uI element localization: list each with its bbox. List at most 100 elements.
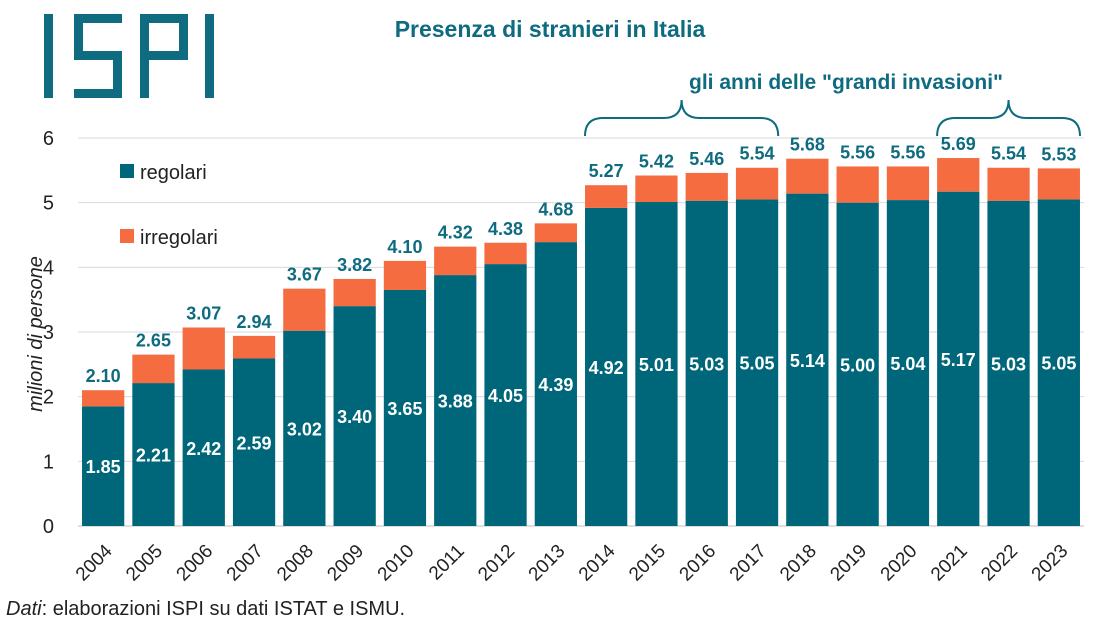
bar-irregolari <box>434 246 477 276</box>
x-tick-label: 2013 <box>525 541 570 586</box>
bar-irregolari <box>937 158 980 192</box>
x-tick-label: 2017 <box>726 541 771 586</box>
bar-irregolari <box>182 327 225 370</box>
annotation-brace <box>936 99 1081 137</box>
bar-irregolari <box>383 260 427 290</box>
bar-irregolari <box>484 242 527 265</box>
data-label-total: 5.54 <box>740 144 775 164</box>
bar-regolari <box>232 358 276 526</box>
bar-regolari <box>82 406 125 526</box>
source-text: : elaborazioni ISPI su dati ISTAT e ISMU… <box>41 598 406 620</box>
data-label-total: 3.82 <box>337 255 372 275</box>
bar-regolari <box>333 306 376 526</box>
data-label-regolari: 2.59 <box>237 433 272 453</box>
bar-irregolari <box>534 223 577 243</box>
annotation-brace <box>584 99 780 137</box>
legend-label-regolari: regolari <box>140 162 207 184</box>
ispi-logo <box>44 14 214 98</box>
data-label-total: 2.94 <box>237 312 272 332</box>
data-label-regolari: 5.14 <box>790 351 825 371</box>
bar-irregolari <box>786 158 829 194</box>
chart-title: Presenza di stranieri in Italia <box>394 16 706 42</box>
data-label-regolari: 3.88 <box>438 392 473 412</box>
data-label-total: 2.10 <box>86 366 121 386</box>
x-tick-label: 2009 <box>323 541 368 586</box>
data-label-total: 4.32 <box>438 223 473 243</box>
data-label-regolari: 5.01 <box>639 355 674 375</box>
data-label-total: 5.69 <box>941 134 976 154</box>
bar-irregolari <box>685 172 728 201</box>
source-note: Dati: elaborazioni ISPI su dati ISTAT e … <box>6 598 405 621</box>
y-tick-label: 3 <box>43 322 54 344</box>
bar-regolari <box>132 383 175 526</box>
y-tick-label: 4 <box>43 257 54 279</box>
bar-regolari <box>383 289 427 526</box>
bar-regolari <box>836 202 879 526</box>
bar-irregolari <box>82 390 125 407</box>
data-label-regolari: 4.92 <box>589 358 624 378</box>
data-label-regolari: 5.04 <box>890 354 925 374</box>
bar-irregolari <box>333 278 376 307</box>
bar-regolari <box>534 242 577 526</box>
data-label-total: 5.53 <box>1041 144 1076 164</box>
data-label-total: 3.67 <box>287 265 322 285</box>
y-tick-label: 1 <box>43 451 54 473</box>
data-label-regolari: 5.05 <box>1041 354 1076 374</box>
bar-regolari <box>484 264 527 526</box>
bar-irregolari <box>987 167 1030 201</box>
bar-regolari <box>886 200 930 526</box>
bar-regolari <box>434 275 477 526</box>
data-label-regolari: 5.05 <box>740 354 775 374</box>
y-tick-label: 0 <box>43 516 54 538</box>
x-tick-label: 2018 <box>776 541 821 586</box>
bar-regolari <box>585 207 628 526</box>
data-label-total: 4.38 <box>488 219 523 239</box>
data-label-total: 5.42 <box>639 152 674 172</box>
bar-irregolari <box>635 175 678 203</box>
y-tick-label: 2 <box>43 387 54 409</box>
bar-irregolari <box>836 166 879 203</box>
source-label: Dati <box>6 598 42 620</box>
bar-regolari <box>735 199 779 526</box>
data-label-regolari: 2.42 <box>186 439 221 459</box>
bar-irregolari <box>1037 168 1080 200</box>
bar-regolari <box>635 202 678 526</box>
data-label-total: 5.68 <box>790 135 825 155</box>
x-tick-label: 2023 <box>1028 541 1073 586</box>
bar-regolari <box>182 369 225 526</box>
data-label-total: 5.27 <box>589 161 624 181</box>
y-tick-label: 5 <box>43 193 54 215</box>
data-label-regolari: 1.85 <box>86 457 121 477</box>
bar-regolari <box>786 193 829 526</box>
x-tick-label: 2012 <box>474 541 519 586</box>
x-tick-label: 2010 <box>374 541 419 586</box>
x-tick-label: 2021 <box>927 541 972 586</box>
x-tick-label: 2008 <box>273 541 318 586</box>
x-tick-label: 2007 <box>223 541 268 586</box>
data-label-regolari: 5.03 <box>991 354 1026 374</box>
x-tick-label: 2011 <box>425 541 469 585</box>
data-label-regolari: 4.39 <box>538 375 573 395</box>
x-tick-label: 2014 <box>575 540 620 585</box>
y-axis-label: milioni di persone <box>25 256 47 412</box>
data-label-regolari: 5.03 <box>689 354 724 374</box>
x-tick-label: 2015 <box>625 541 670 586</box>
bar-irregolari <box>283 288 326 331</box>
data-label-regolari: 4.05 <box>488 386 523 406</box>
data-label-total: 5.54 <box>991 144 1026 164</box>
x-tick-label: 2005 <box>122 541 167 586</box>
x-tick-label: 2004 <box>72 540 117 585</box>
data-label-regolari: 5.17 <box>941 350 976 370</box>
legend-swatch-regolari <box>120 164 134 178</box>
data-label-total: 4.10 <box>387 237 422 257</box>
annotation-text: gli anni delle "grandi invasioni" <box>689 71 1003 94</box>
bar-irregolari <box>132 354 175 384</box>
data-label-total: 3.07 <box>186 303 221 323</box>
bar-irregolari <box>886 166 930 201</box>
x-tick-label: 2019 <box>826 541 871 586</box>
data-label-total: 5.46 <box>689 149 724 169</box>
data-label-regolari: 3.40 <box>337 407 372 427</box>
x-tick-label: 2016 <box>676 541 721 586</box>
